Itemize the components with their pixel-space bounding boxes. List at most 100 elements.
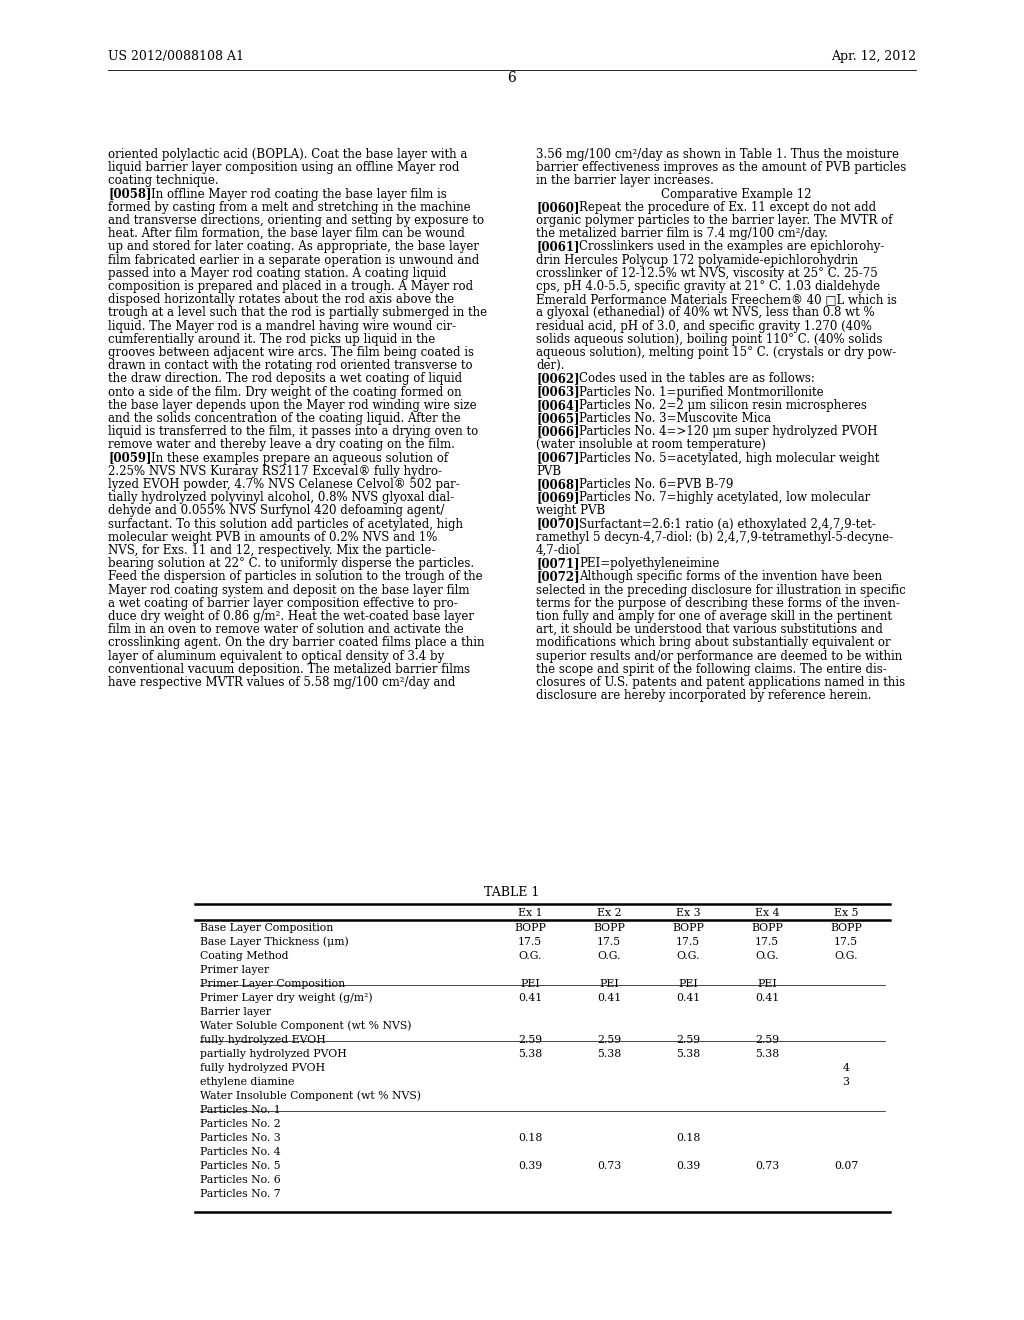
Text: residual acid, pH of 3.0, and specific gravity 1.270 (40%: residual acid, pH of 3.0, and specific g… [536,319,871,333]
Text: [0059]: [0059] [108,451,152,465]
Text: terms for the purpose of describing these forms of the inven-: terms for the purpose of describing thes… [536,597,900,610]
Text: Although specific forms of the invention have been: Although specific forms of the invention… [579,570,883,583]
Text: in the barrier layer increases.: in the barrier layer increases. [536,174,714,187]
Text: [0069]: [0069] [536,491,580,504]
Text: duce dry weight of 0.86 g/m². Heat the wet-coated base layer: duce dry weight of 0.86 g/m². Heat the w… [108,610,474,623]
Text: PEI: PEI [678,979,698,989]
Text: fully hydrolyzed EVOH: fully hydrolyzed EVOH [200,1035,326,1045]
Text: Codes used in the tables are as follows:: Codes used in the tables are as follows: [579,372,815,385]
Text: aqueous solution), melting point 15° C. (crystals or dry pow-: aqueous solution), melting point 15° C. … [536,346,896,359]
Text: Primer Layer dry weight (g/m²): Primer Layer dry weight (g/m²) [200,993,373,1003]
Text: 0.73: 0.73 [755,1160,779,1171]
Text: passed into a Mayer rod coating station. A coating liquid: passed into a Mayer rod coating station.… [108,267,446,280]
Text: 4,7-diol: 4,7-diol [536,544,581,557]
Text: Particles No. 2: Particles No. 2 [200,1119,281,1129]
Text: O.G.: O.G. [835,950,858,961]
Text: Mayer rod coating system and deposit on the base layer film: Mayer rod coating system and deposit on … [108,583,469,597]
Text: Particles No. 6: Particles No. 6 [200,1175,281,1185]
Text: onto a side of the film. Dry weight of the coating formed on: onto a side of the film. Dry weight of t… [108,385,462,399]
Text: the metalized barrier film is 7.4 mg/100 cm²/day.: the metalized barrier film is 7.4 mg/100… [536,227,827,240]
Text: [0061]: [0061] [536,240,580,253]
Text: O.G.: O.G. [597,950,621,961]
Text: 5.38: 5.38 [755,1049,779,1059]
Text: Ex 2: Ex 2 [597,908,622,917]
Text: fully hydrolyzed PVOH: fully hydrolyzed PVOH [200,1063,326,1073]
Text: Water Insoluble Component (wt % NVS): Water Insoluble Component (wt % NVS) [200,1090,421,1101]
Text: 0.41: 0.41 [676,993,700,1003]
Text: grooves between adjacent wire arcs. The film being coated is: grooves between adjacent wire arcs. The … [108,346,474,359]
Text: film fabricated earlier in a separate operation is unwound and: film fabricated earlier in a separate op… [108,253,479,267]
Text: barrier effectiveness improves as the amount of PVB particles: barrier effectiveness improves as the am… [536,161,906,174]
Text: [0064]: [0064] [536,399,580,412]
Text: Feed the dispersion of particles in solution to the trough of the: Feed the dispersion of particles in solu… [108,570,482,583]
Text: 2.59: 2.59 [597,1035,622,1045]
Text: a glyoxal (ethanedial) of 40% wt NVS, less than 0.8 wt %: a glyoxal (ethanedial) of 40% wt NVS, le… [536,306,874,319]
Text: a wet coating of barrier layer composition effective to pro-: a wet coating of barrier layer compositi… [108,597,458,610]
Text: 0.73: 0.73 [597,1160,622,1171]
Text: ramethyl 5 decyn-4,7-diol: (b) 2,4,7,9-tetramethyl-5-decyne-: ramethyl 5 decyn-4,7-diol: (b) 2,4,7,9-t… [536,531,893,544]
Text: (water insoluble at room temperature): (water insoluble at room temperature) [536,438,766,451]
Text: [0068]: [0068] [536,478,580,491]
Text: 6: 6 [508,71,516,84]
Text: [0067]: [0067] [536,451,580,465]
Text: 0.07: 0.07 [834,1160,858,1171]
Text: the base layer depends upon the Mayer rod winding wire size: the base layer depends upon the Mayer ro… [108,399,476,412]
Text: US 2012/0088108 A1: US 2012/0088108 A1 [108,50,244,63]
Text: cps, pH 4.0-5.5, specific gravity at 21° C. 1.03 dialdehyde: cps, pH 4.0-5.5, specific gravity at 21°… [536,280,880,293]
Text: 2.59: 2.59 [755,1035,779,1045]
Text: Particles No. 1: Particles No. 1 [200,1105,281,1115]
Text: molecular weight PVB in amounts of 0.2% NVS and 1%: molecular weight PVB in amounts of 0.2% … [108,531,437,544]
Text: coating technique.: coating technique. [108,174,219,187]
Text: lyzed EVOH powder, 4.7% NVS Celanese Celvol® 502 par-: lyzed EVOH powder, 4.7% NVS Celanese Cel… [108,478,460,491]
Text: [0070]: [0070] [536,517,580,531]
Text: conventional vacuum deposition. The metalized barrier films: conventional vacuum deposition. The meta… [108,663,470,676]
Text: O.G.: O.G. [676,950,699,961]
Text: Apr. 12, 2012: Apr. 12, 2012 [830,50,916,63]
Text: organic polymer particles to the barrier layer. The MVTR of: organic polymer particles to the barrier… [536,214,893,227]
Text: Barrier layer: Barrier layer [200,1007,271,1016]
Text: 0.39: 0.39 [518,1160,542,1171]
Text: 4: 4 [843,1063,850,1073]
Text: 5.38: 5.38 [676,1049,700,1059]
Text: up and stored for later coating. As appropriate, the base layer: up and stored for later coating. As appr… [108,240,479,253]
Text: Base Layer Thickness (μm): Base Layer Thickness (μm) [200,936,349,946]
Text: cumferentially around it. The rod picks up liquid in the: cumferentially around it. The rod picks … [108,333,435,346]
Text: trough at a level such that the rod is partially submerged in the: trough at a level such that the rod is p… [108,306,487,319]
Text: layer of aluminum equivalent to optical density of 3.4 by: layer of aluminum equivalent to optical … [108,649,444,663]
Text: tially hydrolyzed polyvinyl alcohol, 0.8% NVS glyoxal dial-: tially hydrolyzed polyvinyl alcohol, 0.8… [108,491,454,504]
Text: [0072]: [0072] [536,570,580,583]
Text: the scope and spirit of the following claims. The entire dis-: the scope and spirit of the following cl… [536,663,887,676]
Text: Ex 4: Ex 4 [755,908,779,917]
Text: [0066]: [0066] [536,425,580,438]
Text: BOPP: BOPP [751,923,783,933]
Text: Base Layer Composition: Base Layer Composition [200,923,333,933]
Text: 3.56 mg/100 cm²/day as shown in Table 1. Thus the moisture: 3.56 mg/100 cm²/day as shown in Table 1.… [536,148,899,161]
Text: O.G.: O.G. [756,950,778,961]
Text: 3: 3 [843,1077,850,1086]
Text: selected in the preceding disclosure for illustration in specific: selected in the preceding disclosure for… [536,583,906,597]
Text: the draw direction. The rod deposits a wet coating of liquid: the draw direction. The rod deposits a w… [108,372,462,385]
Text: drawn in contact with the rotating rod oriented transverse to: drawn in contact with the rotating rod o… [108,359,473,372]
Text: 17.5: 17.5 [518,937,542,946]
Text: Comparative Example 12: Comparative Example 12 [660,187,811,201]
Text: 0.39: 0.39 [676,1160,700,1171]
Text: dehyde and 0.055% NVS Surfynol 420 defoaming agent/: dehyde and 0.055% NVS Surfynol 420 defoa… [108,504,444,517]
Text: Particles No. 4: Particles No. 4 [200,1147,281,1156]
Text: modifications which bring about substantially equivalent or: modifications which bring about substant… [536,636,891,649]
Text: [0063]: [0063] [536,385,580,399]
Text: closures of U.S. patents and patent applications named in this: closures of U.S. patents and patent appl… [536,676,905,689]
Text: BOPP: BOPP [593,923,625,933]
Text: bearing solution at 22° C. to uniformly disperse the particles.: bearing solution at 22° C. to uniformly … [108,557,474,570]
Text: 17.5: 17.5 [597,937,622,946]
Text: Ex 1: Ex 1 [518,908,543,917]
Text: PEI: PEI [520,979,540,989]
Text: Primer Layer Composition: Primer Layer Composition [200,979,345,989]
Text: Particles No. 7: Particles No. 7 [200,1189,281,1199]
Text: 0.18: 0.18 [518,1133,542,1143]
Text: heat. After film formation, the base layer film can be wound: heat. After film formation, the base lay… [108,227,465,240]
Text: Repeat the procedure of Ex. 11 except do not add: Repeat the procedure of Ex. 11 except do… [579,201,877,214]
Text: [0062]: [0062] [536,372,580,385]
Text: disclosure are hereby incorporated by reference herein.: disclosure are hereby incorporated by re… [536,689,871,702]
Text: liquid. The Mayer rod is a mandrel having wire wound cir-: liquid. The Mayer rod is a mandrel havin… [108,319,456,333]
Text: superior results and/or performance are deemed to be within: superior results and/or performance are … [536,649,902,663]
